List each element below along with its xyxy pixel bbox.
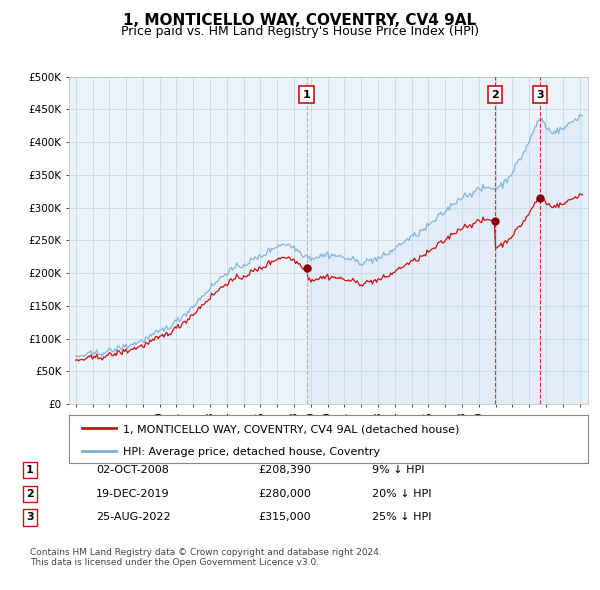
Text: 25-AUG-2022: 25-AUG-2022 — [96, 513, 170, 522]
Text: £315,000: £315,000 — [258, 513, 311, 522]
Text: 1, MONTICELLO WAY, COVENTRY, CV4 9AL (detached house): 1, MONTICELLO WAY, COVENTRY, CV4 9AL (de… — [124, 424, 460, 434]
Text: 2: 2 — [26, 489, 34, 499]
Text: £208,390: £208,390 — [258, 466, 311, 475]
Text: 1, MONTICELLO WAY, COVENTRY, CV4 9AL: 1, MONTICELLO WAY, COVENTRY, CV4 9AL — [124, 13, 476, 28]
Text: Price paid vs. HM Land Registry's House Price Index (HPI): Price paid vs. HM Land Registry's House … — [121, 25, 479, 38]
Text: 1: 1 — [303, 90, 311, 100]
Text: 02-OCT-2008: 02-OCT-2008 — [96, 466, 169, 475]
Text: 3: 3 — [536, 90, 544, 100]
Text: 9% ↓ HPI: 9% ↓ HPI — [372, 466, 425, 475]
Text: 2: 2 — [491, 90, 499, 100]
Text: 1: 1 — [26, 466, 34, 475]
Text: 19-DEC-2019: 19-DEC-2019 — [96, 489, 170, 499]
Text: 20% ↓ HPI: 20% ↓ HPI — [372, 489, 431, 499]
Text: 25% ↓ HPI: 25% ↓ HPI — [372, 513, 431, 522]
Text: £280,000: £280,000 — [258, 489, 311, 499]
Text: HPI: Average price, detached house, Coventry: HPI: Average price, detached house, Cove… — [124, 447, 380, 457]
Text: Contains HM Land Registry data © Crown copyright and database right 2024.
This d: Contains HM Land Registry data © Crown c… — [30, 548, 382, 567]
Text: 3: 3 — [26, 513, 34, 522]
